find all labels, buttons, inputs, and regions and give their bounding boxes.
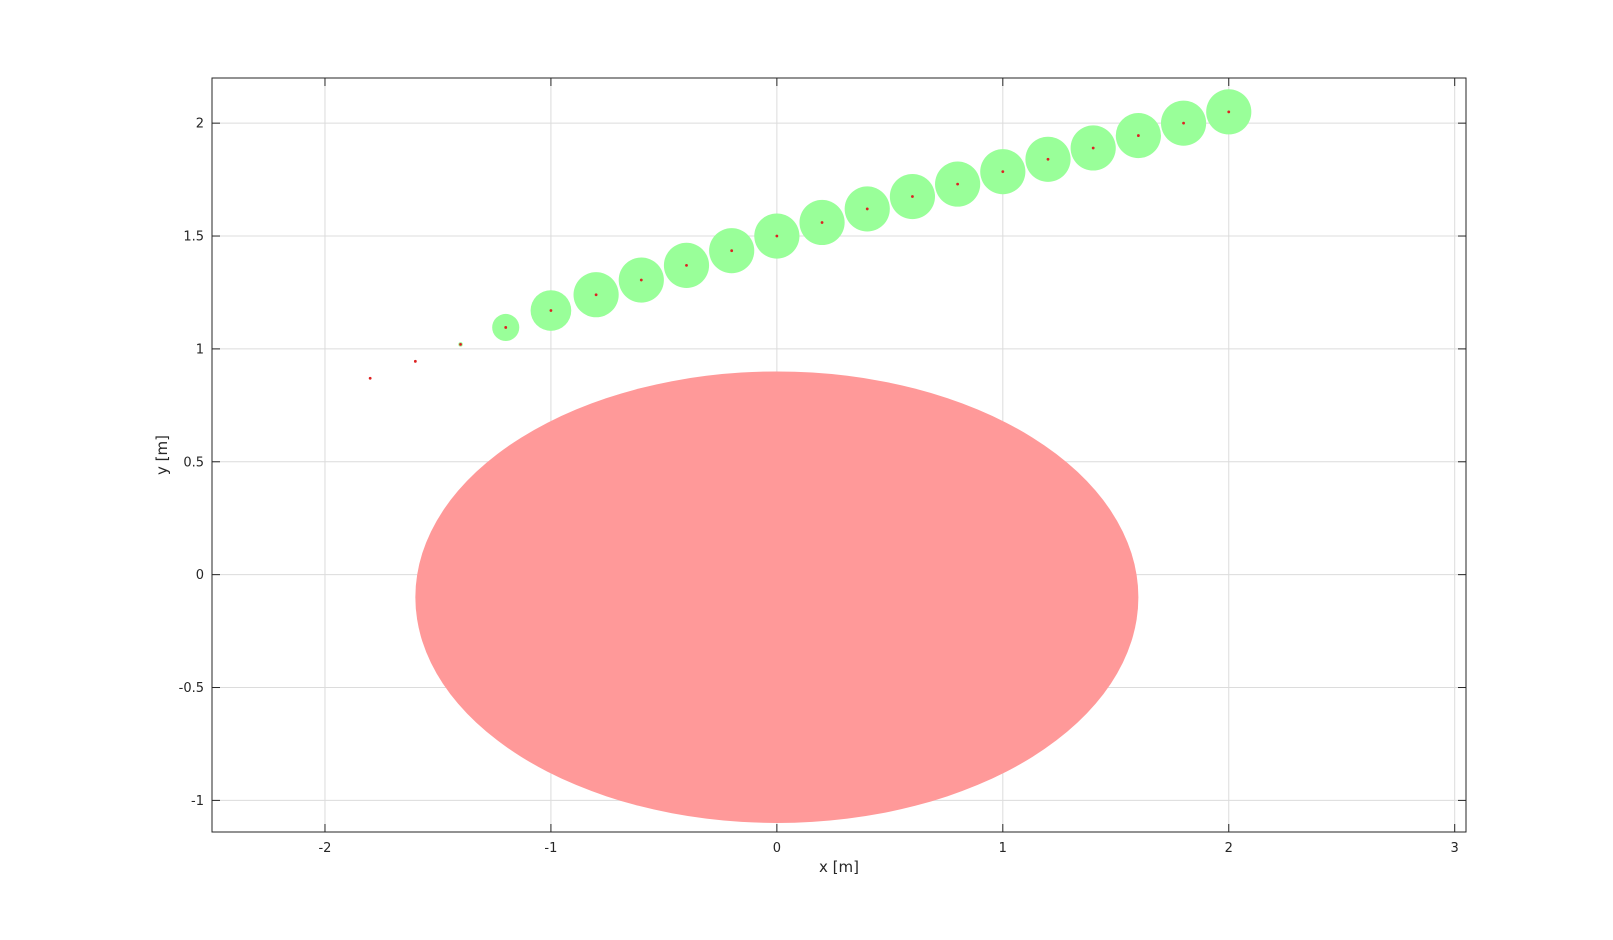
plot-area (211, 77, 1467, 833)
x-tick-label: -2 (318, 841, 331, 856)
x-tick-label: 0 (773, 841, 781, 856)
trajectory-point (639, 278, 643, 282)
y-tick-label: -0.5 (179, 681, 204, 696)
trajectory-point (730, 249, 734, 253)
trajectory-point (413, 359, 417, 363)
trajectory-point (368, 376, 372, 380)
y-tick-label: 2 (196, 117, 204, 132)
obstacle-layer (415, 371, 1139, 823)
x-tick-label: 2 (1225, 841, 1233, 856)
y-tick-label: 0 (196, 568, 204, 583)
trajectory-point (775, 234, 779, 238)
x-axis-label: x [m] (819, 858, 859, 876)
trajectory-point (911, 195, 914, 198)
obstacle-ellipse (415, 371, 1139, 823)
y-tick-label: 1 (196, 342, 204, 357)
trajectory-point (820, 221, 824, 224)
trajectory-point (1001, 170, 1005, 174)
x-tick-label: 1 (999, 841, 1007, 856)
trajectory-point (1227, 110, 1231, 114)
trajectory-point (459, 342, 462, 346)
x-tick-labels: -2 -1 0 1 2 3 (318, 841, 1458, 856)
axis-ticks (212, 78, 1466, 832)
x-tick-label: 3 (1451, 841, 1459, 856)
trajectory-point (594, 293, 598, 297)
trajectory-point (685, 263, 688, 267)
y-axis-label: y [m] (153, 435, 171, 475)
y-tick-label: 0.5 (183, 455, 204, 470)
trajectory-point (1091, 146, 1095, 150)
trajectory-point (1182, 121, 1185, 125)
axes-frame (211, 77, 1467, 833)
y-tick-labels: -1 -0.5 0 0.5 1 1.5 2 (179, 117, 204, 809)
trajectory-point (1136, 134, 1140, 137)
y-tick-label: -1 (191, 794, 204, 809)
trajectory-points (368, 89, 1252, 380)
trajectory-point (549, 309, 553, 312)
y-tick-label: 1.5 (183, 230, 204, 245)
trajectory-point (956, 182, 960, 186)
trajectory-point (865, 207, 869, 211)
trajectory-point (1046, 157, 1050, 161)
x-tick-label: -1 (544, 841, 557, 856)
trajectory-point (504, 326, 508, 329)
